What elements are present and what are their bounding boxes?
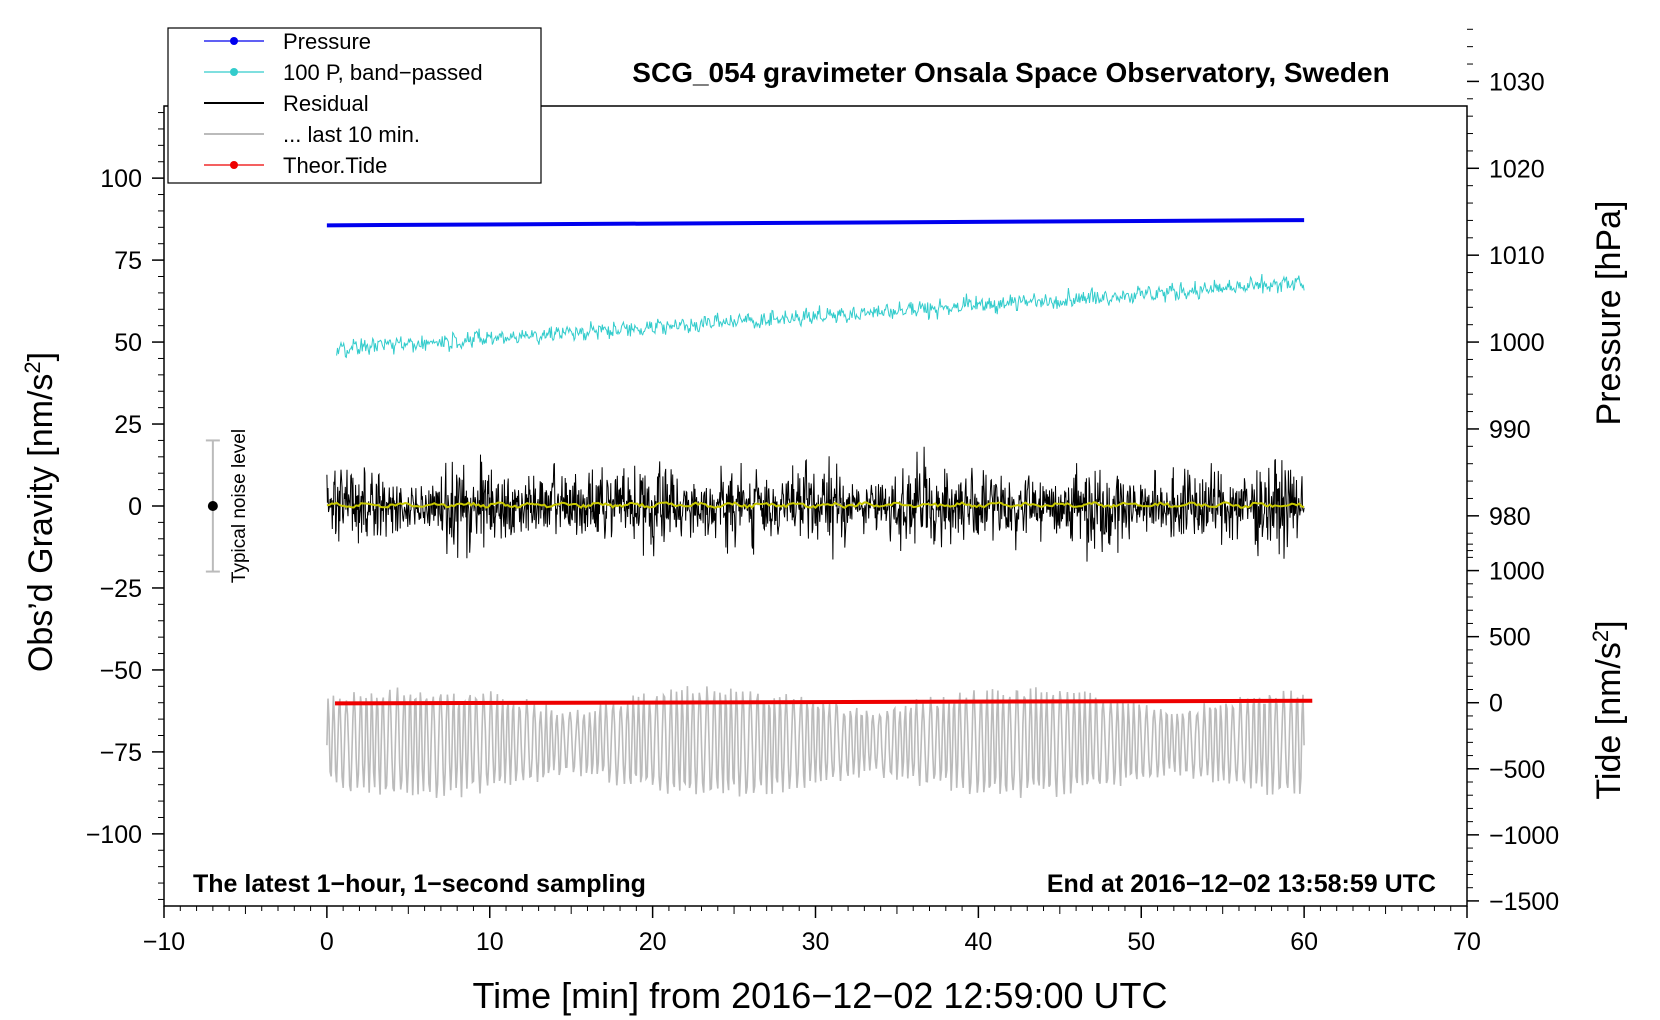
x-tick-label: 30 [802, 928, 830, 956]
pressure-tick-label: 980 [1489, 503, 1531, 531]
y-tick-label: 100 [100, 165, 142, 193]
y-axis-label-tide: Tide [nm/s2] [1588, 620, 1629, 799]
legend-label-100-p-band-passed: 100 P, band−passed [283, 60, 483, 85]
x-tick-label: 40 [964, 928, 992, 956]
chart-title: SCG_054 gravimeter Onsala Space Observat… [632, 57, 1389, 88]
x-tick-label: 20 [639, 928, 667, 956]
y-axis-label-pressure: Pressure [hPa] [1590, 201, 1628, 426]
annotation-left: The latest 1−hour, 1−second sampling [193, 870, 646, 898]
series-band-passed [336, 273, 1305, 359]
axes-layer: −10 0 10 20 30 40 50 60 701007550250−25−50−75−10… [86, 28, 1559, 956]
x-tick-label: 60 [1290, 928, 1318, 956]
series-layer: Typical noise level [205, 218, 1313, 798]
legend-label-last-10-min: ... last 10 min. [283, 122, 420, 147]
tide-tick-label: −500 [1489, 756, 1545, 784]
legend-box [167, 27, 542, 184]
series-theor-tide [335, 698, 1313, 706]
tide-tick-label: 1000 [1489, 558, 1545, 586]
pressure-tick-label: 1000 [1489, 329, 1545, 357]
y-tick-label: −50 [100, 657, 142, 685]
noise-level-label: Typical noise level [229, 429, 250, 583]
y-tick-label: 75 [114, 247, 142, 275]
y-tick-label: 25 [114, 411, 142, 439]
pressure-tick-label: 1020 [1489, 155, 1545, 183]
y-tick-label: 0 [128, 493, 142, 521]
series-pressure [326, 218, 1305, 228]
series-residual [326, 446, 1305, 562]
noise-level-point [207, 501, 218, 511]
tide-tick-label: −1500 [1489, 888, 1559, 916]
pressure-tick-label: 1010 [1489, 242, 1545, 270]
legend: Pressure 100 P, band−passed Residual ... la… [167, 27, 542, 184]
pressure-tick-label: 1030 [1489, 68, 1545, 96]
x-tick-label: 50 [1127, 928, 1155, 956]
x-tick-label: −10 [143, 928, 185, 956]
y-tick-label: −100 [86, 821, 142, 849]
x-tick-label: 70 [1453, 928, 1481, 956]
pressure-tick-label: 990 [1489, 416, 1531, 444]
y-tick-label: −75 [100, 739, 142, 767]
tide-tick-label: 0 [1489, 690, 1503, 718]
legend-marker-theor-tide [230, 161, 238, 169]
legend-label-residual: Residual [283, 91, 369, 116]
legend-marker-pressure [230, 37, 238, 45]
x-tick-label: 0 [320, 928, 334, 956]
tide-tick-label: 500 [1489, 624, 1531, 652]
labels-layer: SCG_054 gravimeter Onsala Space Observat… [20, 57, 1629, 1016]
legend-marker-100-p-band-passed [230, 68, 238, 76]
series-residual-smoothed [326, 501, 1305, 510]
y-tick-label: 50 [114, 329, 142, 357]
y-axis-label-main: Obs’d Gravity [nm/s2] [20, 352, 61, 672]
x-tick-label: 10 [476, 928, 504, 956]
series-last-10-min [326, 686, 1305, 798]
x-axis-label: Time [min] from 2016−12−02 12:59:00 UTC [472, 975, 1167, 1016]
tide-tick-label: −1000 [1489, 822, 1559, 850]
y-tick-label: −25 [100, 575, 142, 603]
annotation-right: End at 2016−12−02 13:58:59 UTC [1047, 870, 1436, 898]
legend-label-pressure: Pressure [283, 29, 371, 54]
legend-label-theor-tide: Theor.Tide [283, 153, 387, 178]
